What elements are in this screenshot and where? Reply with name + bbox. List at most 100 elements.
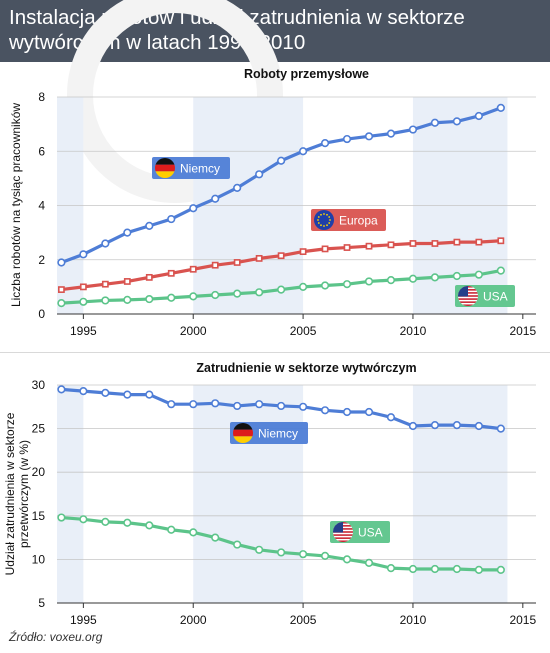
- data-point: [189, 292, 198, 301]
- data-point: [298, 147, 308, 156]
- x-tick-label: 2000: [180, 613, 207, 627]
- x-tick-label: 2000: [180, 324, 207, 338]
- data-point: [387, 241, 395, 249]
- data-point: [277, 252, 285, 260]
- y-tick-label: 30: [32, 378, 46, 392]
- data-point: [430, 118, 440, 127]
- data-point: [408, 564, 418, 574]
- data-point: [496, 565, 505, 574]
- data-point: [342, 407, 352, 417]
- series-badge-europa: Europa: [311, 209, 386, 231]
- data-point: [496, 266, 505, 275]
- data-point: [320, 139, 330, 148]
- series-badge-usa: USA: [455, 285, 515, 307]
- data-point: [496, 103, 505, 112]
- data-point: [189, 265, 197, 273]
- data-point: [364, 558, 374, 567]
- data-point: [255, 254, 263, 262]
- series-label: Niemcy: [180, 162, 220, 176]
- data-point: [321, 245, 329, 253]
- data-point: [453, 238, 461, 246]
- eu-flag-icon: [314, 210, 334, 230]
- data-point: [496, 424, 505, 433]
- data-point: [452, 564, 461, 574]
- data-point: [167, 293, 176, 302]
- data-point: [167, 214, 176, 224]
- data-point: [474, 111, 483, 121]
- data-point: [79, 283, 87, 291]
- data-point: [101, 239, 110, 248]
- data-point: [79, 250, 88, 259]
- x-tick-label: 2015: [509, 613, 536, 627]
- x-tick-label: 2005: [290, 613, 317, 627]
- data-point: [342, 555, 352, 564]
- data-point: [430, 564, 440, 574]
- y-tick-label: 5: [38, 596, 45, 610]
- data-point: [475, 238, 483, 246]
- data-point: [211, 533, 220, 542]
- data-point: [342, 280, 352, 289]
- data-point: [233, 289, 242, 298]
- data-point: [408, 274, 418, 283]
- data-point: [233, 259, 241, 266]
- data-point: [320, 551, 330, 561]
- data-point: [474, 270, 483, 279]
- data-point: [320, 406, 330, 415]
- y-tick-label: 25: [32, 422, 46, 436]
- data-point: [431, 240, 439, 247]
- data-point: [101, 280, 109, 288]
- x-tick-label: 1995: [70, 324, 97, 338]
- data-point: [364, 277, 374, 286]
- data-point: [277, 285, 286, 294]
- data-point: [123, 278, 131, 285]
- data-point: [101, 388, 110, 397]
- y-tick-label: 20: [32, 465, 46, 479]
- y-tick-label: 8: [38, 90, 45, 104]
- data-point: [101, 296, 110, 305]
- data-point: [145, 521, 154, 530]
- data-point: [409, 240, 417, 247]
- data-point: [408, 421, 418, 431]
- series-badge-niemcy: Niemcy: [230, 422, 308, 444]
- data-point: [277, 156, 286, 165]
- data-point: [452, 271, 461, 281]
- data-point: [452, 421, 461, 430]
- data-point: [277, 401, 286, 411]
- data-point: [408, 125, 418, 134]
- data-point: [386, 413, 396, 422]
- germany-flag-icon: [233, 423, 253, 443]
- data-point: [364, 407, 374, 417]
- data-point: [430, 421, 440, 430]
- data-point: [123, 518, 132, 527]
- data-point: [298, 550, 308, 559]
- data-point: [167, 525, 176, 534]
- data-point: [386, 564, 396, 573]
- usa-flag-icon: [333, 522, 353, 542]
- y-axis-label: Liczba robotów na tysiąc pracowników: [9, 103, 23, 307]
- data-point: [57, 385, 66, 394]
- series-badge-usa: USA: [330, 521, 390, 543]
- data-point: [123, 390, 132, 399]
- data-point: [255, 288, 264, 297]
- data-point: [123, 228, 132, 237]
- data-point: [57, 299, 66, 308]
- data-point: [211, 290, 220, 300]
- data-point: [145, 273, 153, 281]
- data-point: [255, 170, 264, 179]
- data-point: [211, 399, 220, 408]
- data-point: [79, 387, 88, 396]
- data-point: [342, 134, 352, 144]
- data-point: [365, 242, 373, 250]
- series-label: Europa: [339, 214, 378, 228]
- data-point: [255, 545, 264, 554]
- chart-title: Zatrudnienie w sektorze wytwórczym: [196, 361, 416, 375]
- y-axis-label: Udział zatrudnienia w sektorzeprzetwórcz…: [3, 412, 31, 575]
- y-tick-label: 4: [38, 199, 45, 213]
- background-ring: [67, 0, 283, 203]
- y-tick-label: 10: [32, 552, 46, 566]
- data-point: [233, 540, 242, 549]
- series-badge-niemcy: Niemcy: [152, 157, 230, 179]
- data-point: [145, 221, 154, 230]
- data-point: [79, 515, 88, 524]
- data-point: [167, 400, 176, 409]
